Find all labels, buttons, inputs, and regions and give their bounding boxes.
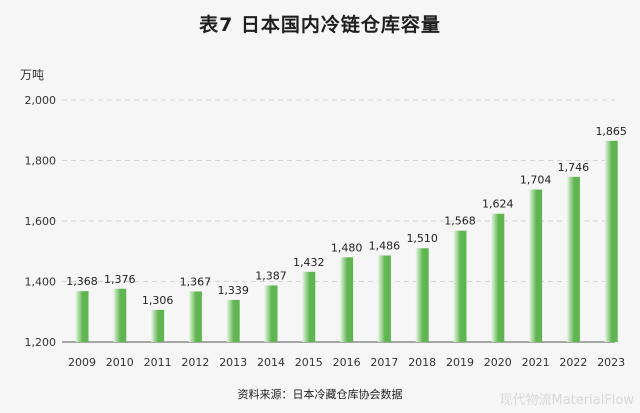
chart-title: 表7 日本国内冷链仓库容量 [199, 14, 441, 36]
y-tick-label: 1,800 [25, 155, 57, 168]
data-label-2018: 1,510 [406, 232, 438, 245]
data-label-2020: 1,624 [482, 198, 514, 211]
x-tick-label-2010: 2010 [106, 356, 134, 369]
bar-2014 [264, 285, 278, 342]
bar-2023 [604, 140, 618, 342]
data-label-2015: 1,432 [293, 256, 325, 269]
x-tick-label-2014: 2014 [257, 356, 285, 369]
data-label-2019: 1,568 [444, 215, 476, 228]
y-tick-label: 1,600 [25, 215, 57, 228]
x-tick-label-2016: 2016 [333, 356, 361, 369]
data-label-2012: 1,367 [180, 275, 212, 288]
data-label-2010: 1,376 [104, 273, 136, 286]
x-tick-label-2015: 2015 [295, 356, 323, 369]
y-tick-label: 2,000 [25, 94, 57, 107]
x-tick-label-2019: 2019 [446, 356, 474, 369]
bar-2016 [340, 257, 354, 342]
x-tick-label-2009: 2009 [68, 356, 96, 369]
x-tick-label-2013: 2013 [219, 356, 247, 369]
data-label-2017: 1,486 [369, 239, 401, 252]
data-label-2013: 1,339 [217, 284, 249, 297]
x-tick-label-2017: 2017 [370, 356, 398, 369]
bar-2021 [529, 189, 543, 342]
bar-2017 [377, 255, 391, 342]
data-label-2021: 1,704 [520, 174, 552, 187]
y-tick-label: 1,200 [25, 336, 57, 349]
data-label-2022: 1,746 [558, 161, 590, 174]
x-tick-label-2012: 2012 [181, 356, 209, 369]
x-tick-label-2022: 2022 [559, 356, 587, 369]
x-tick-label-2021: 2021 [522, 356, 550, 369]
bar-2018 [415, 248, 429, 342]
y-tick-label: 1,400 [25, 276, 57, 289]
bar-2009 [75, 291, 89, 342]
bar-2015 [302, 271, 316, 342]
watermark: 现代物流MaterialFlow [499, 393, 635, 408]
bar-2012 [188, 291, 202, 342]
data-label-2016: 1,480 [331, 241, 363, 254]
bar-2022 [566, 176, 580, 342]
x-tick-label-2023: 2023 [597, 356, 625, 369]
y-axis-unit: 万吨 [20, 68, 45, 82]
source-note: 资料来源：日本冷藏仓库协会数据 [237, 388, 403, 401]
bar-2019 [453, 230, 467, 342]
data-label-2023: 1,865 [595, 125, 627, 138]
bar-2010 [113, 288, 127, 342]
x-tick-label-2011: 2011 [144, 356, 172, 369]
x-tick-label-2018: 2018 [408, 356, 436, 369]
x-tick-label-2020: 2020 [484, 356, 512, 369]
data-label-2014: 1,387 [255, 269, 287, 282]
bar-2011 [151, 309, 165, 342]
data-label-2009: 1,368 [66, 275, 98, 288]
bar-2020 [491, 213, 505, 342]
data-label-2011: 1,306 [142, 294, 174, 307]
bar-2013 [226, 299, 240, 342]
